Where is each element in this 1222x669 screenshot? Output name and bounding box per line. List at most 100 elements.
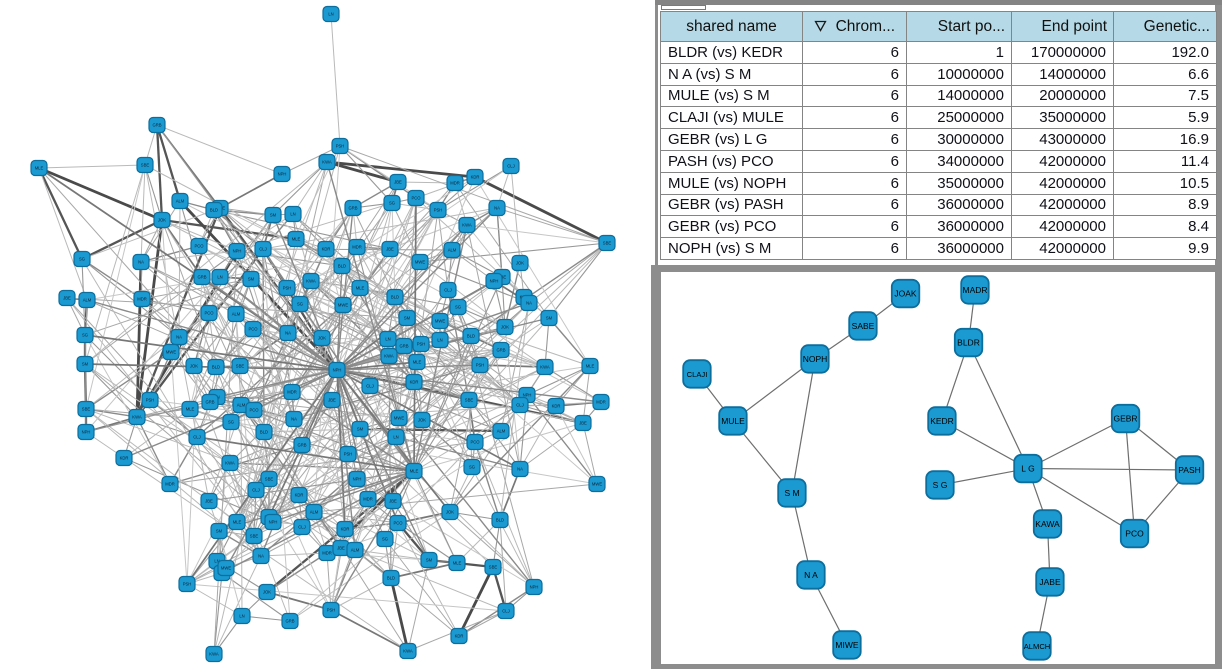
svg-text:LN: LN bbox=[437, 338, 442, 343]
svg-text:KWA: KWA bbox=[306, 279, 316, 284]
svg-text:GRB: GRB bbox=[152, 123, 161, 128]
svg-text:N A: N A bbox=[804, 570, 818, 580]
svg-text:KWA: KWA bbox=[462, 223, 472, 228]
svg-text:JBE: JBE bbox=[337, 546, 345, 551]
svg-text:PSH: PSH bbox=[344, 452, 353, 457]
svg-text:S M: S M bbox=[784, 488, 799, 498]
svg-text:GRB: GRB bbox=[297, 443, 306, 448]
svg-text:NPH: NPH bbox=[530, 585, 539, 590]
svg-text:KWA: KWA bbox=[384, 354, 394, 359]
svg-text:CLJ: CLJ bbox=[366, 384, 373, 389]
svg-text:MLE: MLE bbox=[292, 237, 301, 242]
svg-text:PCO: PCO bbox=[194, 244, 204, 249]
svg-text:JOK: JOK bbox=[418, 418, 426, 423]
svg-text:KDR: KDR bbox=[410, 380, 419, 385]
svg-text:SG: SG bbox=[455, 305, 461, 310]
svg-text:NPH: NPH bbox=[353, 477, 362, 482]
svg-text:BLD: BLD bbox=[496, 518, 504, 523]
svg-text:PCO: PCO bbox=[248, 327, 258, 332]
svg-text:NA: NA bbox=[291, 417, 297, 422]
svg-text:LN: LN bbox=[328, 12, 333, 17]
svg-text:PSH: PSH bbox=[283, 286, 292, 291]
svg-text:SG: SG bbox=[469, 465, 475, 470]
svg-text:MLE: MLE bbox=[356, 286, 365, 291]
svg-text:BLDR: BLDR bbox=[957, 338, 980, 348]
svg-text:CLJ: CLJ bbox=[444, 288, 451, 293]
svg-text:ALM: ALM bbox=[448, 248, 457, 253]
svg-text:GRB: GRB bbox=[348, 206, 357, 211]
svg-text:SG: SG bbox=[389, 201, 395, 206]
svg-text:KEDR: KEDR bbox=[930, 416, 954, 426]
svg-text:JOK: JOK bbox=[190, 364, 198, 369]
svg-text:SBE: SBE bbox=[250, 534, 259, 539]
svg-text:LN: LN bbox=[393, 435, 398, 440]
svg-text:BLD: BLD bbox=[391, 295, 399, 300]
svg-text:SG: SG bbox=[82, 333, 88, 338]
svg-text:MDR: MDR bbox=[596, 400, 606, 405]
svg-text:JOK: JOK bbox=[501, 325, 509, 330]
svg-text:KDR: KDR bbox=[341, 527, 350, 532]
svg-text:LN: LN bbox=[290, 212, 295, 217]
svg-text:CLJ: CLJ bbox=[507, 164, 514, 169]
svg-text:MLE: MLE bbox=[233, 520, 242, 525]
svg-text:MDR: MDR bbox=[363, 497, 373, 502]
svg-text:NPH: NPH bbox=[523, 393, 532, 398]
svg-text:ALM: ALM bbox=[310, 510, 319, 515]
svg-text:KWA: KWA bbox=[225, 461, 235, 466]
svg-text:JBE: JBE bbox=[328, 398, 336, 403]
svg-text:SABE: SABE bbox=[852, 321, 875, 331]
svg-text:CLJ: CLJ bbox=[516, 403, 523, 408]
svg-text:KAWA: KAWA bbox=[1035, 519, 1060, 529]
svg-text:CLAJI: CLAJI bbox=[687, 370, 708, 379]
svg-text:NPH: NPH bbox=[233, 249, 242, 254]
svg-text:SG: SG bbox=[297, 302, 303, 307]
svg-text:CLJ: CLJ bbox=[298, 525, 305, 530]
svg-text:CLJ: CLJ bbox=[259, 247, 266, 252]
svg-text:NA: NA bbox=[526, 301, 532, 306]
svg-text:SG: SG bbox=[228, 420, 234, 425]
svg-text:NA: NA bbox=[285, 331, 291, 336]
svg-text:KDR: KDR bbox=[295, 493, 304, 498]
svg-text:MULE: MULE bbox=[721, 416, 745, 426]
svg-text:KDR: KDR bbox=[552, 404, 561, 409]
svg-text:MWE: MWE bbox=[221, 566, 231, 571]
svg-text:BLD: BLD bbox=[212, 365, 220, 370]
svg-text:NPH: NPH bbox=[490, 279, 499, 284]
svg-text:JBE: JBE bbox=[389, 499, 397, 504]
svg-text:KWA: KWA bbox=[132, 415, 142, 420]
svg-text:SBE: SBE bbox=[465, 398, 474, 403]
svg-text:MLE: MLE bbox=[410, 469, 419, 474]
svg-text:PSH: PSH bbox=[183, 582, 192, 587]
svg-text:NPH: NPH bbox=[82, 430, 91, 435]
svg-text:NOPH: NOPH bbox=[803, 354, 828, 364]
svg-text:SBE: SBE bbox=[82, 407, 91, 412]
svg-text:BLD: BLD bbox=[338, 264, 346, 269]
svg-text:LN: LN bbox=[214, 559, 219, 564]
svg-text:MLE: MLE bbox=[35, 166, 44, 171]
svg-text:SBE: SBE bbox=[141, 163, 150, 168]
svg-text:NPH: NPH bbox=[269, 520, 278, 525]
svg-text:JOK: JOK bbox=[318, 336, 326, 341]
svg-text:PASH: PASH bbox=[1178, 465, 1201, 475]
svg-text:SBE: SBE bbox=[265, 477, 274, 482]
svg-text:GRB: GRB bbox=[399, 344, 408, 349]
svg-text:SM: SM bbox=[426, 558, 433, 563]
svg-text:CLJ: CLJ bbox=[502, 609, 509, 614]
svg-text:MDR: MDR bbox=[322, 551, 332, 556]
svg-text:PSH: PSH bbox=[327, 608, 336, 613]
svg-text:PCO: PCO bbox=[249, 408, 259, 413]
svg-text:BLD: BLD bbox=[210, 208, 218, 213]
svg-text:PCO: PCO bbox=[393, 521, 403, 526]
svg-text:ALMCH: ALMCH bbox=[1024, 642, 1051, 651]
svg-text:PSH: PSH bbox=[417, 342, 426, 347]
svg-text:KWA: KWA bbox=[403, 649, 413, 654]
svg-text:MWE: MWE bbox=[394, 416, 404, 421]
svg-text:S G: S G bbox=[933, 480, 948, 490]
svg-text:SM: SM bbox=[248, 277, 255, 282]
svg-text:PCO: PCO bbox=[470, 440, 480, 445]
svg-text:CLJ: CLJ bbox=[252, 488, 259, 493]
svg-text:SM: SM bbox=[404, 316, 411, 321]
svg-text:PSH: PSH bbox=[476, 363, 485, 368]
svg-text:KDR: KDR bbox=[322, 247, 331, 252]
svg-text:KWA: KWA bbox=[322, 160, 332, 165]
